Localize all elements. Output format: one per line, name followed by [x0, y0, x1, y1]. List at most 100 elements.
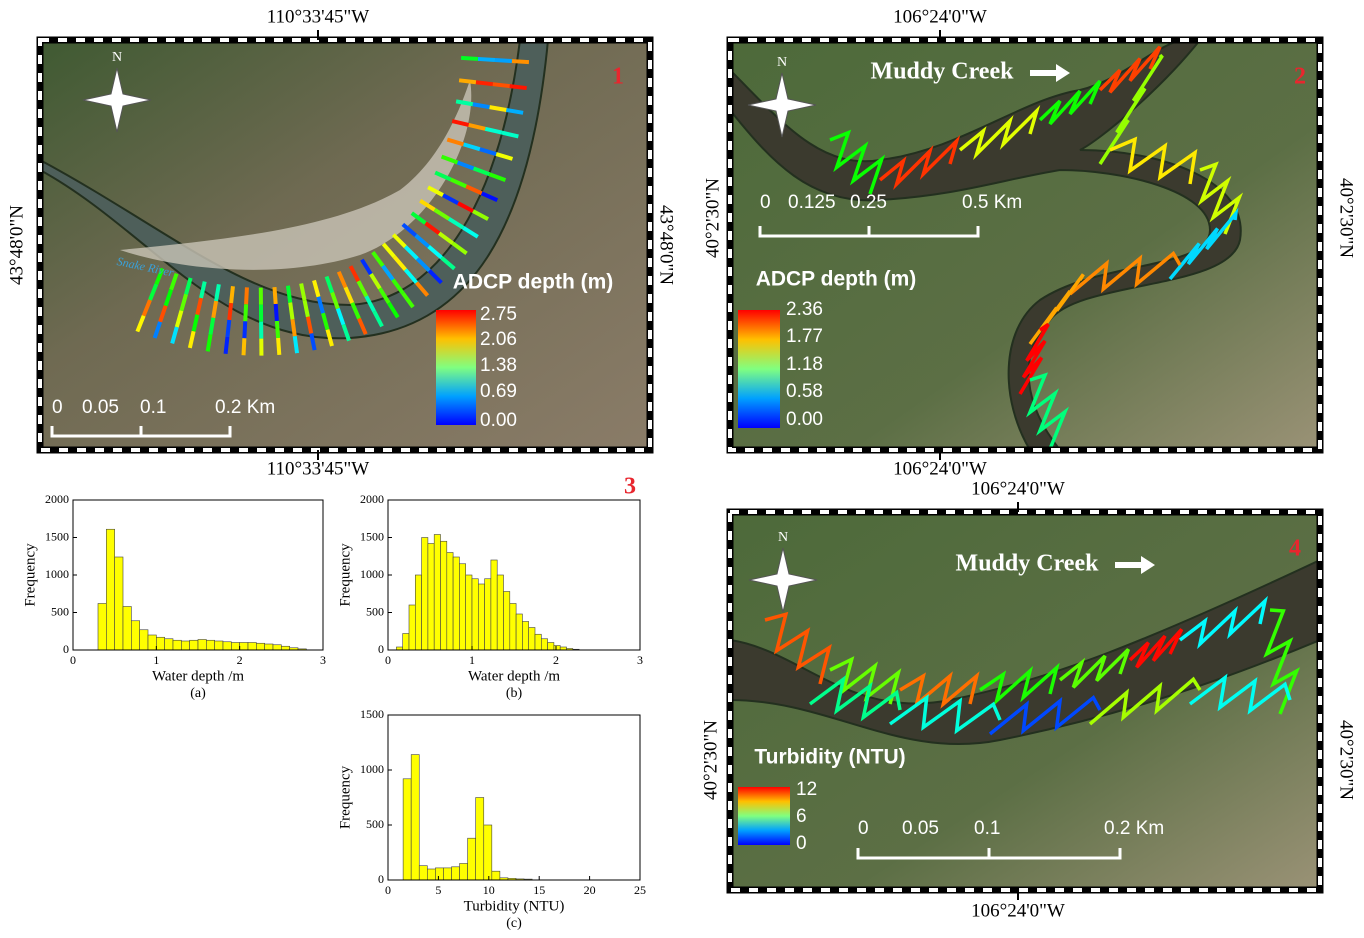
panel-number: 2 [1294, 64, 1306, 90]
bar [173, 640, 181, 650]
bar [165, 639, 173, 650]
bar [115, 557, 123, 650]
y-tick-label: 500 [366, 604, 384, 618]
panel-number: 3 [624, 474, 636, 500]
x-tick-label: 3 [637, 653, 643, 667]
y-tick-label: 500 [366, 817, 384, 831]
bar [535, 634, 541, 650]
legend-title: ADCP depth (m) [756, 268, 917, 291]
x-tick-label: 25 [634, 883, 646, 897]
latitude-label: 40°2'30"N [1336, 178, 1357, 258]
latitude-label: 40°2'30"N [702, 178, 723, 258]
survey-track [216, 284, 219, 301]
bar [504, 592, 510, 651]
bar [156, 637, 164, 650]
bar [411, 755, 419, 880]
bar [529, 628, 535, 651]
survey-track [226, 337, 228, 354]
legend-tick-label: 0.00 [480, 410, 517, 431]
survey-track [493, 84, 510, 86]
survey-track [213, 301, 216, 318]
x-tick-label: 1 [153, 653, 159, 667]
bar [443, 868, 451, 880]
bar [466, 575, 472, 650]
bar [484, 825, 492, 880]
annotation: Muddy Creek [871, 59, 1015, 85]
bar [492, 871, 500, 880]
survey-track [459, 80, 476, 82]
bar [240, 643, 248, 651]
y-tick-label: 2000 [360, 492, 384, 506]
bar [460, 864, 468, 881]
y-tick-label: 1000 [360, 567, 384, 581]
bar [435, 868, 443, 880]
x-tick-label: 1 [469, 653, 475, 667]
survey-track [276, 304, 277, 321]
bar [447, 553, 453, 651]
bar [223, 642, 231, 650]
bar [554, 646, 560, 651]
scale-label: 0.25 [850, 192, 887, 213]
latitude-label: 43°48'0"N [656, 205, 677, 285]
bar [485, 579, 491, 650]
survey-track [290, 303, 292, 320]
x-tick-label: 2 [237, 653, 243, 667]
bar [403, 779, 411, 880]
latitude-label: 40°2'30"N [1336, 720, 1357, 800]
survey-track [473, 104, 490, 107]
x-tick-label: 0 [385, 653, 391, 667]
bar [497, 575, 503, 650]
bar [106, 529, 114, 650]
north-label: N [777, 55, 787, 70]
latitude-label: 40°2'30"N [700, 720, 721, 800]
survey-track [244, 338, 245, 355]
north-label: N [112, 50, 122, 65]
survey-track [476, 82, 493, 84]
bar [231, 643, 239, 651]
caption: (a) [190, 686, 206, 701]
scale-label: 0.2 Km [1104, 818, 1164, 839]
bar [215, 641, 223, 650]
survey-track [292, 319, 294, 336]
longitude-label: 106°24'0"W [893, 458, 987, 479]
bar [248, 643, 256, 651]
legend-tick-label: 1.77 [786, 326, 823, 347]
bar [256, 643, 264, 650]
y-tick-label: 1000 [360, 762, 384, 776]
x-tick-label: 10 [483, 883, 495, 897]
y-tick-label: 1500 [45, 529, 69, 543]
panel-number: 1 [612, 64, 624, 90]
bar [516, 614, 522, 650]
legend-tick-label: 0.58 [786, 381, 823, 402]
y-axis-label: Frequency [337, 543, 353, 607]
bar [434, 535, 440, 651]
y-tick-label: 0 [63, 642, 69, 656]
scale-label: 0 [858, 818, 869, 839]
y-tick-label: 500 [51, 604, 69, 618]
bar [510, 604, 516, 651]
survey-track [245, 304, 246, 321]
survey-track [231, 286, 233, 303]
bar [428, 544, 434, 651]
bar [468, 838, 476, 880]
page: 110°33'45"W110°33'45"W43°48'0"N43°48'0"N… [0, 0, 1364, 938]
scale-label: 0 [52, 397, 63, 418]
bar [441, 541, 447, 650]
survey-track [456, 101, 473, 104]
bar [281, 646, 289, 650]
longitude-label: 106°24'0"W [893, 6, 987, 27]
bar [265, 644, 273, 650]
survey-track [461, 58, 478, 59]
x-tick-label: 3 [320, 653, 326, 667]
longitude-label: 106°24'0"W [971, 478, 1065, 499]
x-tick-label: 20 [584, 883, 596, 897]
y-tick-label: 1500 [360, 529, 384, 543]
survey-track [278, 338, 279, 355]
longitude-label: 110°33'45"W [267, 458, 370, 479]
plot-frame [388, 715, 640, 880]
longitude-label: 110°33'45"W [267, 6, 370, 27]
annotation: Muddy Creek [956, 551, 1100, 577]
legend-tick-label: 2.36 [786, 299, 823, 320]
bar [273, 645, 281, 650]
color-ramp [738, 787, 790, 845]
